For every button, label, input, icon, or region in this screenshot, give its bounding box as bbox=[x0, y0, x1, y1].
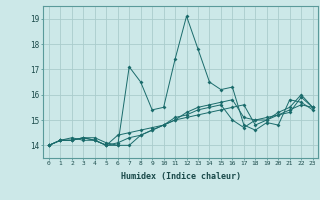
X-axis label: Humidex (Indice chaleur): Humidex (Indice chaleur) bbox=[121, 172, 241, 181]
